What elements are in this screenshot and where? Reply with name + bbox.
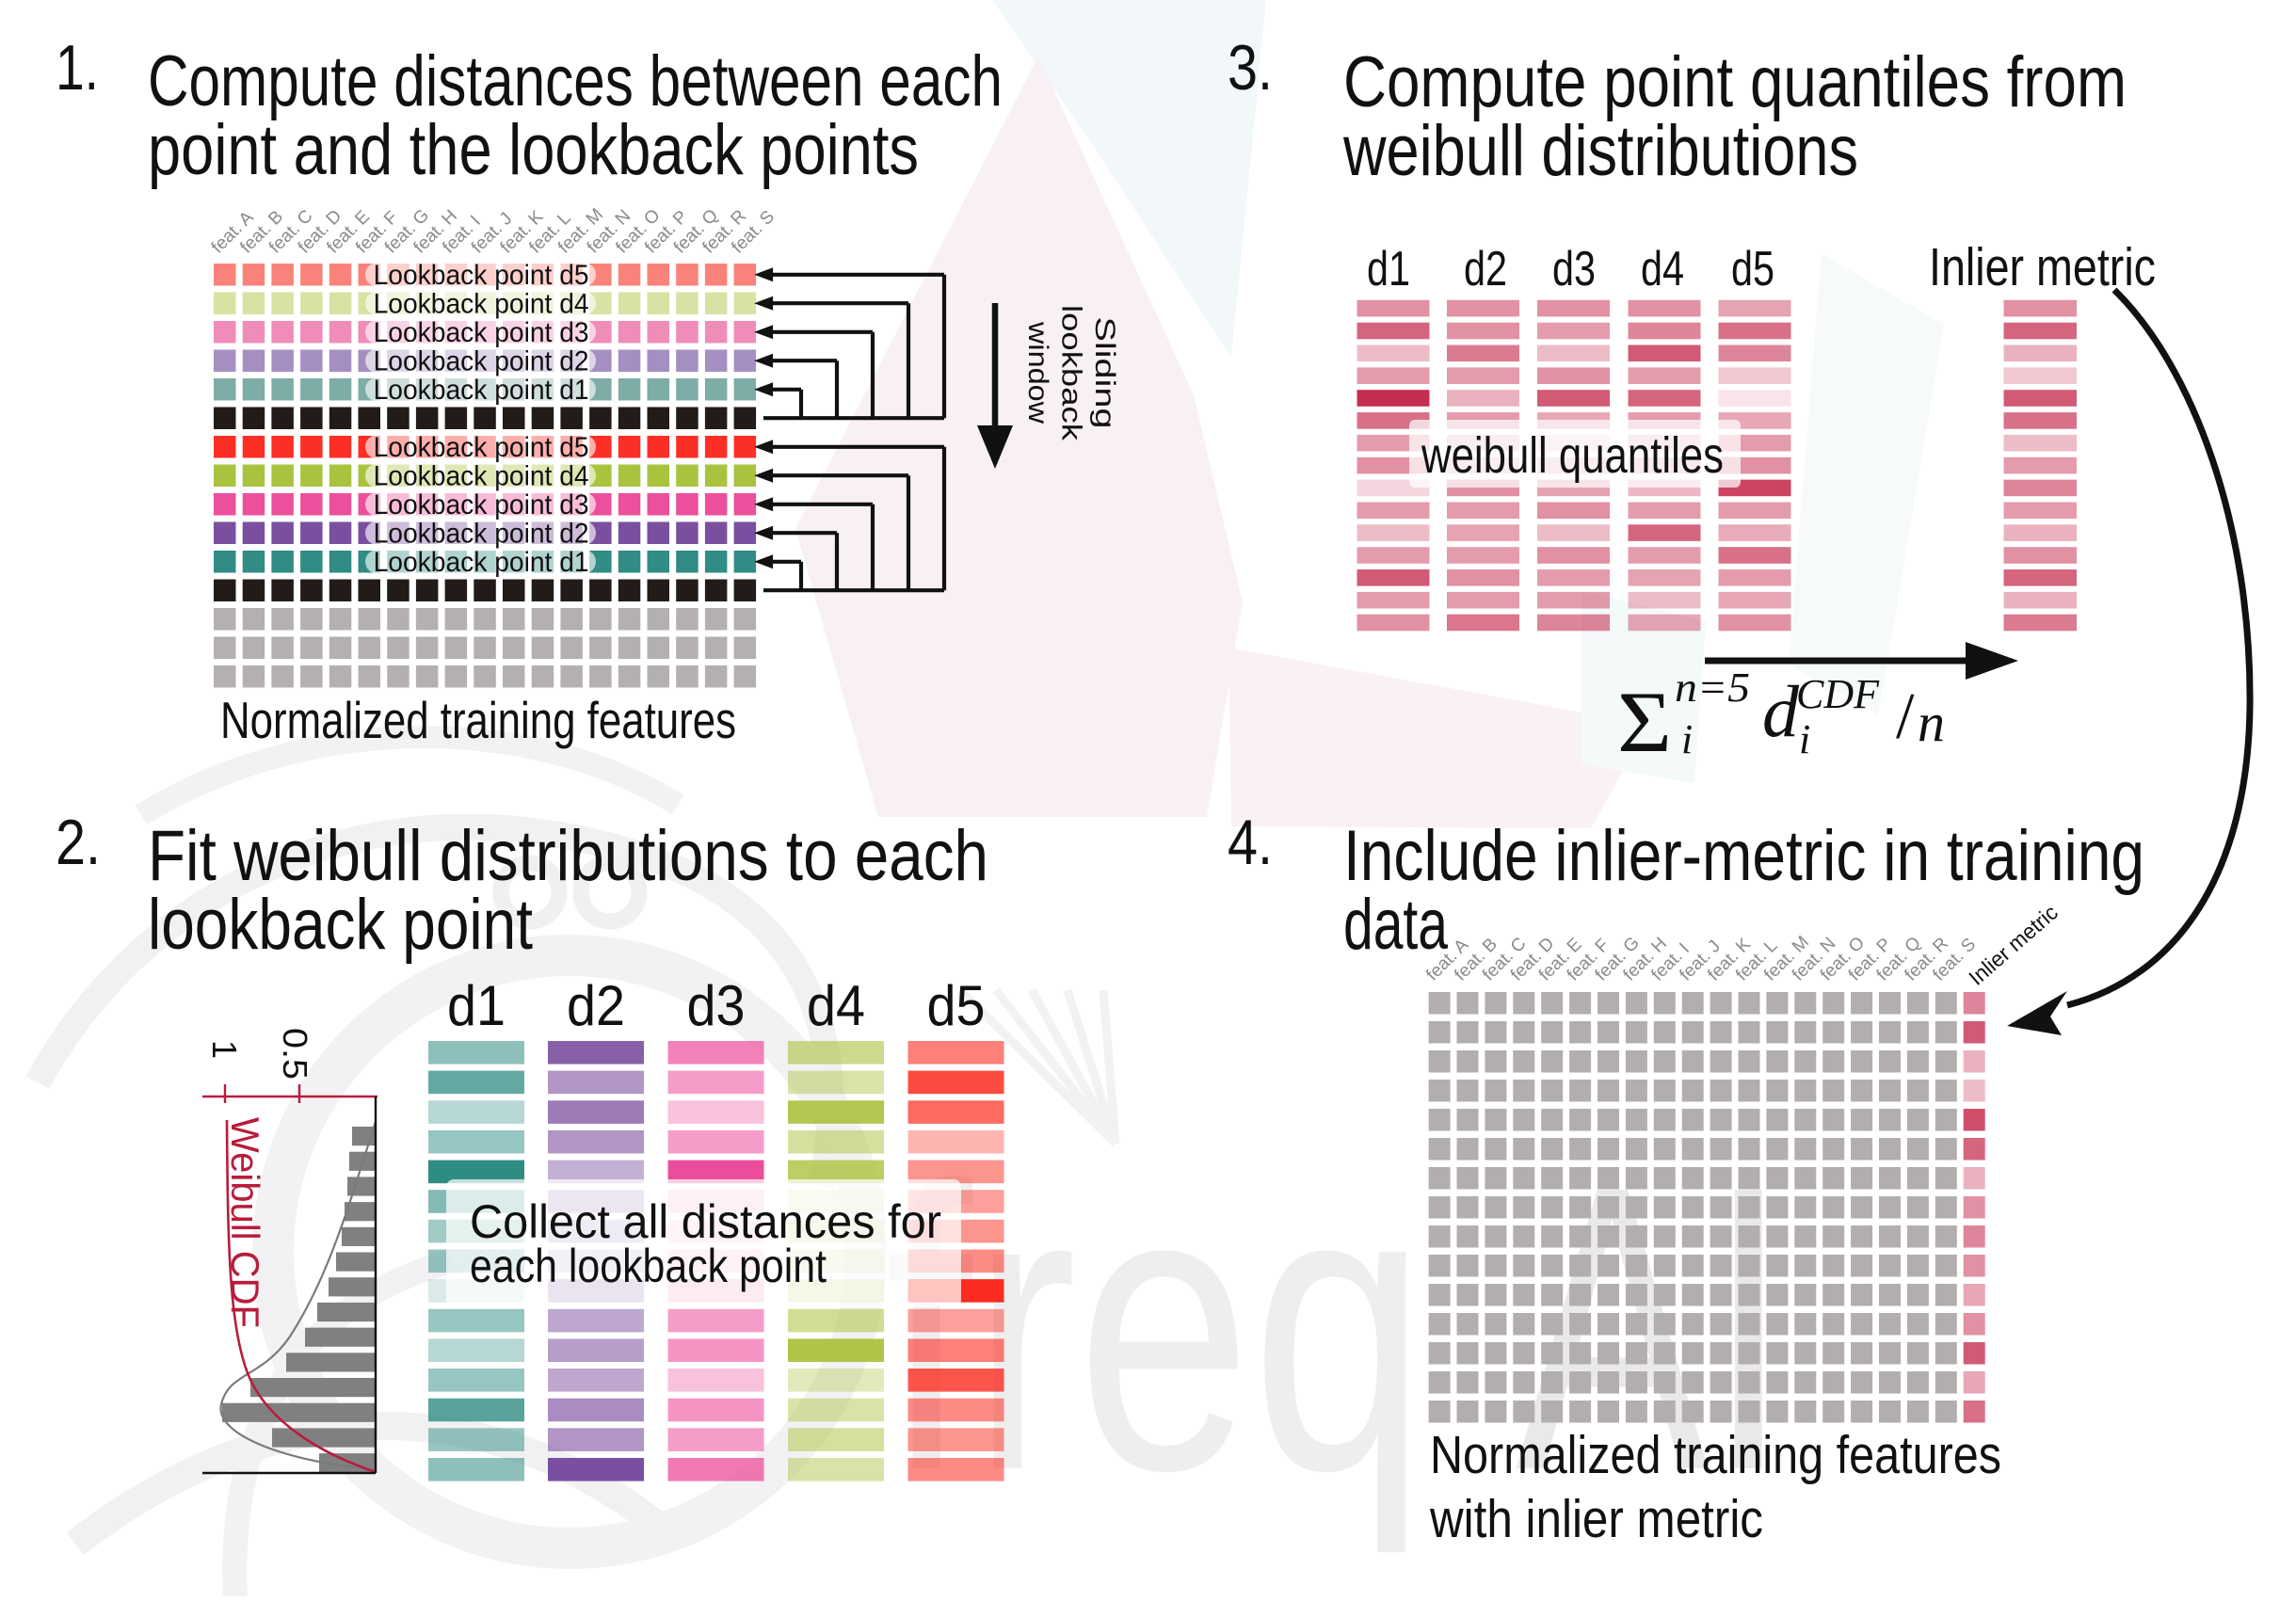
svg-text:Lookback point d3: Lookback point d3 (374, 317, 589, 348)
svg-text:weibull distributions: weibull distributions (1342, 111, 1858, 191)
svg-text:d2: d2 (567, 974, 625, 1037)
svg-text:Lookback point d5: Lookback point d5 (374, 432, 589, 463)
svg-text:Lookback point d3: Lookback point d3 (374, 489, 589, 520)
svg-text:lookback: lookback (1056, 305, 1087, 441)
svg-text:4.: 4. (1228, 807, 1273, 878)
svg-text:CDF: CDF (1796, 671, 1880, 717)
svg-text:Lookback point d2: Lookback point d2 (374, 346, 589, 377)
svg-text:d1: d1 (1367, 242, 1410, 296)
svg-text:Σ: Σ (1617, 674, 1672, 770)
svg-text:window: window (1022, 321, 1053, 424)
svg-text:d5: d5 (1731, 242, 1774, 296)
svg-text:Fit weibull distributions to e: Fit weibull distributions to each (148, 816, 988, 896)
svg-text:/: / (1896, 680, 1915, 753)
svg-text:1: 1 (205, 1040, 244, 1059)
svg-text:Inlier metric: Inlier metric (1929, 237, 2156, 297)
svg-text:Normalized training features: Normalized training features (1430, 1425, 2001, 1485)
svg-text:d4: d4 (807, 974, 865, 1037)
svg-text:Include inlier-metric in train: Include inlier-metric in training (1343, 816, 2144, 896)
svg-text:Compute point quantiles from: Compute point quantiles from (1343, 42, 2127, 122)
svg-text:with inlier metric: with inlier metric (1429, 1489, 1763, 1549)
svg-text:d3: d3 (1552, 242, 1596, 296)
svg-text:lookback point: lookback point (148, 885, 533, 965)
svg-text:i: i (1799, 716, 1810, 762)
svg-text:Lookback point d1: Lookback point d1 (374, 547, 589, 578)
svg-text:d2: d2 (1464, 242, 1507, 296)
svg-text:Lookback point d2: Lookback point d2 (374, 519, 589, 550)
svg-text:1.: 1. (56, 32, 99, 104)
svg-text:d1: d1 (447, 974, 506, 1037)
svg-text:2.: 2. (56, 807, 101, 878)
svg-text:data: data (1343, 885, 1449, 965)
svg-text:Lookback point d4: Lookback point d4 (374, 461, 589, 492)
svg-text:point and the lookback points: point and the lookback points (148, 110, 919, 190)
svg-text:Lookback point d1: Lookback point d1 (374, 375, 589, 406)
svg-text:Lookback point d5: Lookback point d5 (374, 260, 589, 291)
svg-text:n: n (1918, 692, 1945, 753)
svg-text:weibull quantiles: weibull quantiles (1421, 427, 1724, 484)
svg-text:Sliding: Sliding (1089, 317, 1120, 429)
svg-text:i: i (1681, 716, 1693, 762)
svg-text:Normalized training features: Normalized training features (220, 691, 736, 749)
svg-text:d: d (1762, 670, 1800, 752)
svg-text:Lookback point d4: Lookback point d4 (374, 289, 589, 320)
svg-text:Weibull CDF: Weibull CDF (223, 1117, 267, 1328)
svg-text:d4: d4 (1641, 242, 1684, 296)
svg-text:d3: d3 (687, 974, 746, 1037)
svg-text:Compute distances between each: Compute distances between each (148, 41, 1003, 121)
svg-text:Collect all distances for: Collect all distances for (470, 1195, 941, 1248)
svg-text:d5: d5 (927, 974, 986, 1037)
svg-text:n=5: n=5 (1675, 664, 1750, 711)
svg-text:3.: 3. (1228, 32, 1273, 104)
svg-text:0.5: 0.5 (276, 1028, 314, 1080)
svg-text:each lookback point: each lookback point (470, 1240, 827, 1292)
